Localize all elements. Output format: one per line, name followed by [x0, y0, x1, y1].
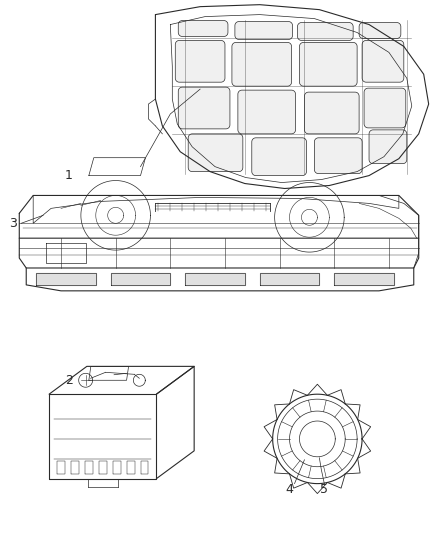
Polygon shape — [232, 43, 292, 86]
Text: 2: 2 — [65, 374, 73, 387]
Polygon shape — [175, 41, 225, 82]
Text: 4: 4 — [286, 483, 293, 496]
Polygon shape — [300, 43, 357, 86]
Text: 1: 1 — [65, 169, 73, 182]
Polygon shape — [36, 273, 96, 285]
Polygon shape — [359, 22, 401, 38]
Polygon shape — [188, 134, 243, 172]
Polygon shape — [369, 130, 407, 164]
Polygon shape — [185, 273, 245, 285]
Polygon shape — [314, 138, 362, 174]
Polygon shape — [178, 87, 230, 129]
Polygon shape — [238, 90, 296, 134]
Polygon shape — [364, 88, 406, 128]
Text: 5: 5 — [320, 483, 328, 496]
Text: 3: 3 — [9, 217, 17, 230]
Polygon shape — [178, 21, 228, 36]
Polygon shape — [260, 273, 319, 285]
Polygon shape — [252, 138, 307, 175]
Polygon shape — [111, 273, 170, 285]
Polygon shape — [297, 22, 353, 41]
Polygon shape — [235, 21, 293, 39]
Polygon shape — [362, 41, 404, 82]
Polygon shape — [304, 92, 359, 134]
Polygon shape — [334, 273, 394, 285]
